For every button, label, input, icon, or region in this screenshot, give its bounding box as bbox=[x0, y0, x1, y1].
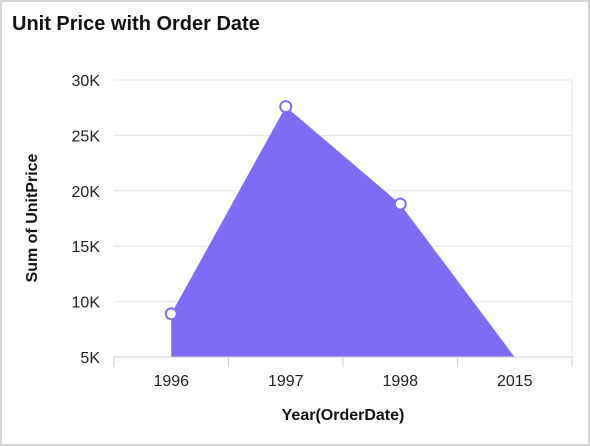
y-tick-label: 20K bbox=[72, 184, 101, 201]
x-axis-title: Year(OrderDate) bbox=[282, 407, 405, 424]
x-tick-label: 1998 bbox=[382, 373, 418, 390]
x-tick-label: 1996 bbox=[153, 373, 189, 390]
axes bbox=[113, 356, 573, 367]
series-area bbox=[171, 106, 515, 358]
data-point-marker bbox=[279, 100, 293, 114]
y-tick-label: 30K bbox=[72, 73, 101, 90]
series-area-layer bbox=[171, 106, 515, 358]
y-tick-label: 15K bbox=[72, 239, 101, 256]
y-tick-label: 10K bbox=[72, 295, 101, 312]
y-tick-label: 25K bbox=[72, 128, 101, 145]
tick-labels: 5K 10K 15K 20K 25K 30K 1996 1997 1998 2015 bbox=[72, 73, 533, 390]
data-markers bbox=[164, 100, 407, 321]
chart-title: Unit Price with Order Date bbox=[12, 13, 260, 35]
y-tick-label: 5K bbox=[80, 350, 100, 367]
y-axis-title: Sum of UnitPrice bbox=[24, 153, 41, 282]
x-tick-label: 1997 bbox=[268, 373, 304, 390]
data-point-marker bbox=[164, 307, 178, 321]
data-point-marker bbox=[393, 197, 407, 211]
x-tick-label: 2015 bbox=[497, 373, 533, 390]
